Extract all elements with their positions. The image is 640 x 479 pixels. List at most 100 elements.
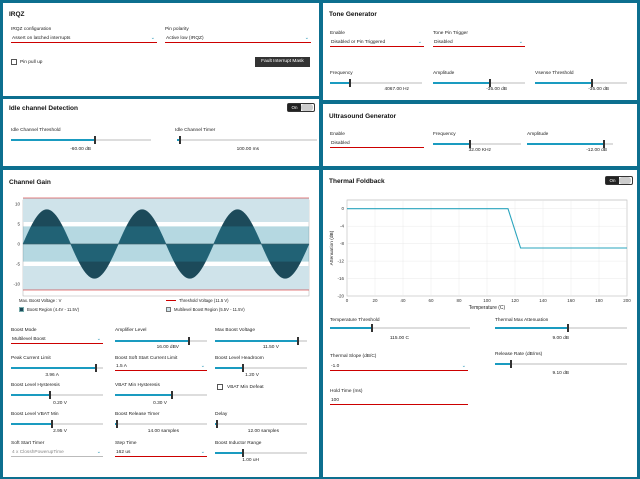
slider-knob[interactable] — [603, 140, 606, 148]
slider-fill — [330, 82, 351, 84]
thermal-toggle[interactable]: On — [605, 176, 633, 185]
thermal-slope-select[interactable]: -1.0 ⌄ — [330, 362, 468, 371]
fault-interrupt-mask-button[interactable]: Fault Interrupt Mask — [255, 57, 310, 67]
tone-frequency-slider[interactable] — [330, 79, 422, 87]
legend-boost-region: Boost Region (4.4V - 11.5V) — [27, 307, 80, 312]
boost-mode-select[interactable]: Multilevel Boost ⌄ — [11, 335, 103, 344]
tone-amplitude-slider[interactable] — [433, 79, 525, 87]
vbat-hysteresis-label: VBAT Min Hysteresis — [115, 383, 160, 388]
delay-slider[interactable] — [215, 420, 307, 428]
x-tick-label: 180 — [595, 298, 603, 303]
hold-time-input[interactable]: 100 — [330, 396, 468, 405]
slider-knob[interactable] — [94, 364, 97, 372]
peak-current-slider[interactable] — [11, 364, 103, 372]
amplifier-level-slider[interactable] — [115, 337, 207, 345]
pin-pullup-checkbox[interactable] — [11, 59, 17, 65]
max-boost-slider[interactable] — [215, 337, 307, 345]
slider-knob[interactable] — [115, 420, 118, 428]
slider-knob[interactable] — [349, 79, 352, 87]
slider-knob[interactable] — [509, 360, 512, 368]
x-tick-label: 80 — [456, 298, 462, 303]
channel-gain-chart: 10 5 0 -5 -10 — [13, 197, 310, 297]
attenuation-line — [347, 208, 627, 249]
temp-threshold-slider[interactable] — [330, 324, 470, 332]
tone-enable-value: Disabled or Pin Triggered — [331, 40, 386, 45]
thermal-slope-label: Thermal Slope (dB/C) — [330, 354, 377, 359]
channel-gain-panel: Channel Gain 10 5 0 -5 -10 Max. Boost Voltag… — [3, 170, 319, 477]
slider-knob[interactable] — [48, 391, 51, 399]
pin-polarity-select[interactable]: Active low (IRQZ) ⌄ — [165, 34, 311, 43]
vbat-min-slider[interactable] — [11, 420, 103, 428]
slider-knob[interactable] — [215, 420, 218, 428]
x-tick-label: 200 — [623, 298, 631, 303]
multilevel-region-upper — [23, 198, 309, 222]
step-time-value: 162 us — [116, 450, 131, 455]
release-timer-slider[interactable] — [115, 420, 207, 428]
irqz-panel: IRQZ IRQZ configuration Assert on latche… — [3, 3, 319, 96]
ultrasound-amplitude-slider[interactable] — [527, 140, 613, 148]
chevron-down-icon: ⌄ — [200, 363, 205, 369]
x-tick-label: 140 — [539, 298, 547, 303]
slider-knob[interactable] — [241, 449, 244, 457]
idle-toggle[interactable]: On — [287, 103, 315, 112]
idle-timer-slider[interactable] — [177, 136, 317, 144]
soft-start-timer-value: 4 x ClosshPowerupTime — [12, 450, 64, 455]
vbat-defeat-label: VBAT Min Defeat — [227, 385, 264, 390]
slider-knob[interactable] — [591, 79, 594, 87]
ultrasound-frequency-slider[interactable] — [433, 140, 521, 148]
thermal-panel: Thermal Foldback On 0 20 40 60 80 100 120 140 16… — [323, 170, 637, 477]
slider-knob[interactable] — [566, 324, 569, 332]
step-time-select[interactable]: 162 us ⌄ — [115, 448, 207, 457]
y-tick-label: -12 — [337, 259, 344, 264]
slider-knob[interactable] — [178, 136, 181, 144]
slider-fill — [535, 82, 593, 84]
idle-threshold-slider[interactable] — [11, 136, 151, 144]
ultrasound-enable-label: Enable — [330, 132, 345, 137]
release-rate-label: Release Rate (dB/ms) — [495, 352, 543, 357]
boost-mode-value: Multilevel Boost — [12, 337, 46, 342]
slider-knob[interactable] — [241, 364, 244, 372]
y-tick-label: -10 — [13, 282, 20, 287]
x-tick-label: 120 — [511, 298, 519, 303]
soft-start-current-select[interactable]: 1.5 A ⌄ — [115, 362, 207, 371]
release-rate-slider[interactable] — [495, 360, 627, 368]
tone-trigger-select[interactable]: Disabled ⌄ — [433, 38, 525, 47]
inductor-range-label: Boost Inductor Range — [215, 441, 262, 446]
multilevel-region-lower — [23, 266, 309, 290]
idle-timer-label: Idle Channel Timer — [175, 128, 216, 133]
slider-knob[interactable] — [171, 391, 174, 399]
slider-fill — [433, 143, 470, 145]
vbat-hysteresis-slider[interactable] — [115, 391, 207, 399]
toggle-thumb — [619, 177, 631, 184]
slider-knob[interactable] — [51, 420, 54, 428]
slider-knob[interactable] — [371, 324, 373, 332]
delay-value: 12.00 samples — [247, 429, 279, 434]
slider-knob[interactable] — [94, 136, 96, 144]
tone-enable-select[interactable]: Disabled or Pin Triggered ⌄ — [330, 38, 424, 47]
vbat-hysteresis-value: 0.30 V — [153, 401, 167, 406]
y-tick-label: 0 — [17, 242, 20, 247]
pin-pullup-label: Pin pull up — [20, 60, 43, 65]
release-timer-label: Boost Release Timer — [115, 412, 160, 417]
headroom-slider[interactable] — [215, 364, 307, 372]
x-tick-label: 0 — [346, 298, 349, 303]
idle-threshold-value: -60.00 dB — [70, 147, 91, 152]
slider-knob[interactable] — [489, 79, 492, 87]
x-tick-label: 100 — [483, 298, 491, 303]
y-tick-label: 0 — [341, 206, 344, 211]
y-tick-label: -4 — [340, 224, 344, 229]
slider-fill — [495, 363, 511, 365]
hysteresis-slider[interactable] — [11, 391, 103, 399]
slider-knob[interactable] — [187, 337, 190, 345]
vsense-threshold-slider[interactable] — [535, 79, 627, 87]
x-tick-label: 160 — [567, 298, 575, 303]
inductor-range-slider[interactable] — [215, 449, 307, 457]
max-attenuation-slider[interactable] — [495, 324, 627, 332]
vbat-defeat-checkbox[interactable] — [217, 384, 223, 390]
soft-start-timer-select[interactable]: 4 x ClosshPowerupTime ⌄ — [11, 448, 103, 457]
irqz-config-select[interactable]: Assert on latched interrupts ⌄ — [11, 34, 157, 43]
slider-knob[interactable] — [468, 140, 471, 148]
slider-knob[interactable] — [296, 337, 299, 345]
ultrasound-enable-select[interactable]: Disabled — [330, 139, 424, 148]
hysteresis-value: 0.20 V — [53, 401, 67, 406]
